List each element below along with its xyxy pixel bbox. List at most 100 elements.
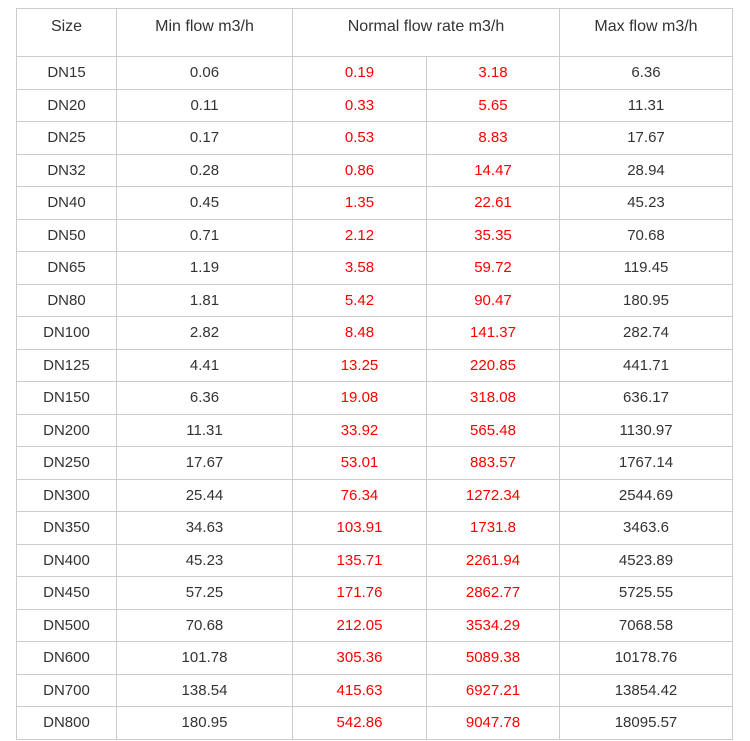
max-flow-cell: 28.94 [559,153,733,187]
normal-flow-high-cell: 2862.77 [426,576,560,610]
normal-flow-high-cell: 90.47 [426,283,560,317]
min-flow-cell: 57.25 [116,576,293,610]
header-normal-flow: Normal flow rate m3/h [292,8,560,57]
table-row: DN250 17.67 53.01 883.57 1767.14 [16,446,733,480]
size-cell: DN65 [16,251,117,285]
table-row: DN150 6.36 19.08 318.08 636.17 [16,381,733,415]
size-cell: DN15 [16,56,117,90]
min-flow-cell: 17.67 [116,446,293,480]
min-flow-cell: 0.11 [116,88,293,122]
normal-flow-high-cell: 1272.34 [426,478,560,512]
normal-flow-high-cell: 22.61 [426,186,560,220]
max-flow-cell: 441.71 [559,348,733,382]
max-flow-cell: 18095.57 [559,706,733,740]
size-cell: DN100 [16,316,117,350]
normal-flow-high-cell: 220.85 [426,348,560,382]
min-flow-cell: 138.54 [116,673,293,707]
size-cell: DN300 [16,478,117,512]
max-flow-cell: 10178.76 [559,641,733,675]
table-body: DN15 0.06 0.19 3.18 6.36 DN20 0.11 0.33 5.65 11.3… [16,56,733,740]
max-flow-cell: 11.31 [559,88,733,122]
table-row: DN32 0.28 0.86 14.47 28.94 [16,153,733,187]
normal-flow-low-cell: 19.08 [292,381,427,415]
normal-flow-low-cell: 0.86 [292,153,427,187]
normal-flow-low-cell: 76.34 [292,478,427,512]
normal-flow-high-cell: 3.18 [426,56,560,90]
normal-flow-low-cell: 0.53 [292,121,427,155]
size-cell: DN250 [16,446,117,480]
size-cell: DN400 [16,543,117,577]
normal-flow-high-cell: 59.72 [426,251,560,285]
max-flow-cell: 70.68 [559,218,733,252]
normal-flow-low-cell: 305.36 [292,641,427,675]
table-row: DN25 0.17 0.53 8.83 17.67 [16,121,733,155]
table-row: DN50 0.71 2.12 35.35 70.68 [16,218,733,252]
normal-flow-low-cell: 8.48 [292,316,427,350]
max-flow-cell: 6.36 [559,56,733,90]
min-flow-cell: 0.45 [116,186,293,220]
table-row: DN300 25.44 76.34 1272.34 2544.69 [16,478,733,512]
size-cell: DN450 [16,576,117,610]
normal-flow-low-cell: 33.92 [292,413,427,447]
min-flow-cell: 180.95 [116,706,293,740]
normal-flow-low-cell: 415.63 [292,673,427,707]
max-flow-cell: 4523.89 [559,543,733,577]
max-flow-cell: 1130.97 [559,413,733,447]
normal-flow-high-cell: 1731.8 [426,511,560,545]
size-cell: DN200 [16,413,117,447]
normal-flow-low-cell: 212.05 [292,608,427,642]
normal-flow-high-cell: 141.37 [426,316,560,350]
max-flow-cell: 45.23 [559,186,733,220]
normal-flow-low-cell: 103.91 [292,511,427,545]
table-row: DN125 4.41 13.25 220.85 441.71 [16,348,733,382]
normal-flow-low-cell: 171.76 [292,576,427,610]
max-flow-cell: 3463.6 [559,511,733,545]
table-row: DN15 0.06 0.19 3.18 6.36 [16,56,733,90]
normal-flow-low-cell: 0.33 [292,88,427,122]
normal-flow-low-cell: 0.19 [292,56,427,90]
size-cell: DN32 [16,153,117,187]
table-row: DN400 45.23 135.71 2261.94 4523.89 [16,543,733,577]
normal-flow-high-cell: 5089.38 [426,641,560,675]
min-flow-cell: 0.06 [116,56,293,90]
table-row: DN450 57.25 171.76 2862.77 5725.55 [16,576,733,610]
normal-flow-low-cell: 5.42 [292,283,427,317]
table-row: DN80 1.81 5.42 90.47 180.95 [16,283,733,317]
normal-flow-low-cell: 13.25 [292,348,427,382]
header-size: Size [16,8,117,57]
min-flow-cell: 101.78 [116,641,293,675]
table-row: DN100 2.82 8.48 141.37 282.74 [16,316,733,350]
size-cell: DN20 [16,88,117,122]
max-flow-cell: 119.45 [559,251,733,285]
min-flow-cell: 2.82 [116,316,293,350]
normal-flow-high-cell: 883.57 [426,446,560,480]
normal-flow-high-cell: 5.65 [426,88,560,122]
max-flow-cell: 17.67 [559,121,733,155]
max-flow-cell: 1767.14 [559,446,733,480]
size-cell: DN125 [16,348,117,382]
size-cell: DN40 [16,186,117,220]
size-cell: DN800 [16,706,117,740]
normal-flow-high-cell: 9047.78 [426,706,560,740]
flow-rate-table: Size Min flow m3/h Normal flow rate m3/h… [16,8,733,740]
table-row: DN200 11.31 33.92 565.48 1130.97 [16,413,733,447]
normal-flow-low-cell: 2.12 [292,218,427,252]
normal-flow-high-cell: 14.47 [426,153,560,187]
table-header-row: Size Min flow m3/h Normal flow rate m3/h… [16,8,733,57]
max-flow-cell: 636.17 [559,381,733,415]
normal-flow-high-cell: 3534.29 [426,608,560,642]
header-max-flow: Max flow m3/h [559,8,733,57]
normal-flow-high-cell: 318.08 [426,381,560,415]
normal-flow-high-cell: 6927.21 [426,673,560,707]
normal-flow-high-cell: 2261.94 [426,543,560,577]
normal-flow-low-cell: 1.35 [292,186,427,220]
max-flow-cell: 2544.69 [559,478,733,512]
size-cell: DN150 [16,381,117,415]
table-row: DN20 0.11 0.33 5.65 11.31 [16,88,733,122]
table-row: DN65 1.19 3.58 59.72 119.45 [16,251,733,285]
table-row: DN500 70.68 212.05 3534.29 7068.58 [16,608,733,642]
max-flow-cell: 282.74 [559,316,733,350]
min-flow-cell: 45.23 [116,543,293,577]
size-cell: DN25 [16,121,117,155]
